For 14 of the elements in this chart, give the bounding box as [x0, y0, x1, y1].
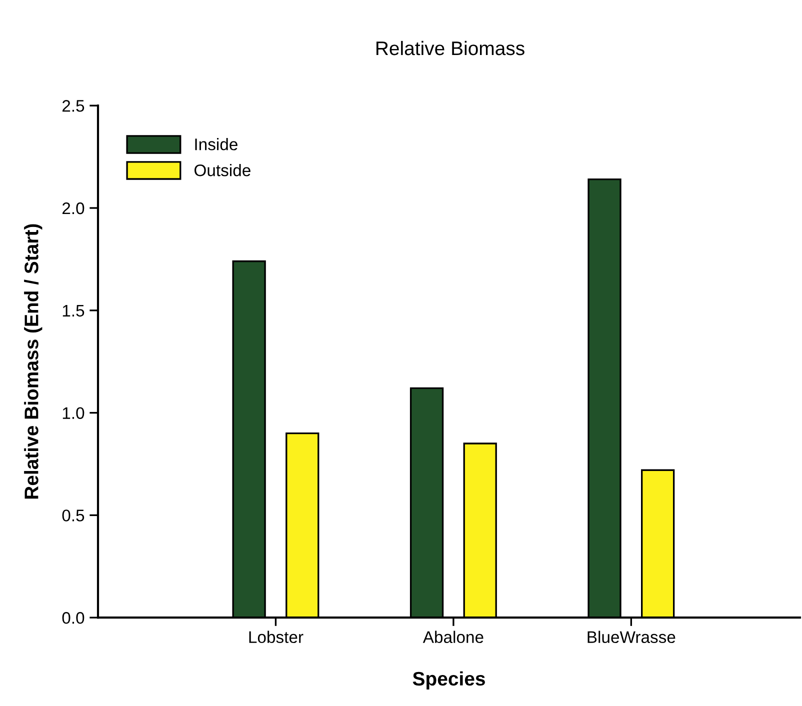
legend-label: Outside	[194, 164, 250, 176]
y-tick-label: 0.5	[62, 510, 84, 522]
y-tick-label: 0.0	[62, 612, 84, 624]
y-tick-label: 2.5	[62, 100, 84, 112]
y-tick-label: 2.0	[62, 202, 84, 214]
x-tick-label: BlueWrasse	[588, 630, 676, 644]
x-tick-label: Lobster	[249, 630, 304, 644]
y-axis-title: Relative Biomass (End / Start)	[24, 224, 42, 499]
x-tick-label: Abalone	[422, 630, 484, 644]
x-axis-title: Species	[412, 671, 485, 690]
y-tick-label: 1.5	[62, 304, 84, 317]
y-tick-label: 1.0	[62, 407, 84, 420]
chart-title: Relative Biomass	[376, 40, 524, 56]
legend-label: Inside	[195, 138, 238, 150]
